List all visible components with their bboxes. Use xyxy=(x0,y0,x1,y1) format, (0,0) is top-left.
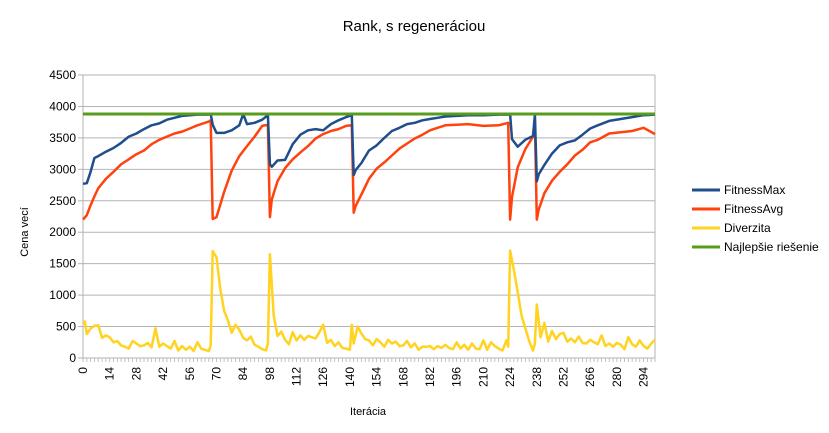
legend-label: Diverzita xyxy=(724,221,771,235)
x-tick-label: 70 xyxy=(210,367,224,381)
plot-area xyxy=(82,75,656,359)
x-tick-label: 168 xyxy=(396,367,410,387)
x-axis-ticks: 0 14 28 42 56 70 84 98 112 126 140 154 168 182 196 210 2… xyxy=(76,358,656,387)
x-tick-label: 210 xyxy=(476,367,490,387)
gridlines xyxy=(83,74,655,359)
series-diverzita-line xyxy=(82,249,656,353)
x-axis-label: Iterácia xyxy=(350,406,387,418)
x-tick-label: 84 xyxy=(236,367,250,381)
x-tick-label: 0 xyxy=(76,367,90,374)
x-tick-label: 294 xyxy=(637,367,651,387)
x-tick-label: 56 xyxy=(183,367,197,381)
x-tick-label: 280 xyxy=(610,367,624,387)
series-fitnessavg-line xyxy=(82,119,656,221)
x-tick-label: 238 xyxy=(530,367,544,387)
chart-title: Rank, s regeneráciou xyxy=(343,18,486,35)
legend: FitnessMax FitnessAvg Diverzita Najlepšie r… xyxy=(692,183,819,254)
x-tick-label: 126 xyxy=(316,367,330,387)
y-tick-label: 4000 xyxy=(49,99,76,113)
series-fitnessmax-line xyxy=(82,112,656,186)
series-layer xyxy=(82,112,656,353)
x-tick-label: 140 xyxy=(343,367,357,387)
legend-label: FitnessAvg xyxy=(724,202,783,216)
x-tick-label: 196 xyxy=(450,367,464,387)
x-tick-label: 98 xyxy=(263,367,277,381)
x-tick-label: 252 xyxy=(557,367,571,387)
x-tick-label: 182 xyxy=(423,367,437,387)
x-tick-label: 28 xyxy=(129,367,143,381)
x-tick-label: 14 xyxy=(103,367,117,381)
y-tick-label: 500 xyxy=(56,320,76,334)
legend-label: FitnessMax xyxy=(724,183,785,197)
x-tick-label: 266 xyxy=(583,367,597,387)
y-tick-label: 2500 xyxy=(49,194,76,208)
x-tick-label: 42 xyxy=(156,367,170,381)
y-tick-label: 1500 xyxy=(49,257,76,271)
y-tick-label: 0 xyxy=(69,351,76,365)
x-tick-label: 112 xyxy=(290,367,304,386)
y-tick-label: 2000 xyxy=(49,225,76,239)
y-tick-label: 3500 xyxy=(49,131,76,145)
y-tick-label: 4500 xyxy=(49,68,76,82)
x-tick-label: 154 xyxy=(370,367,384,387)
y-tick-label: 1000 xyxy=(49,288,76,302)
x-tick-label: 224 xyxy=(503,367,517,387)
legend-label: Najlepšie riešenie xyxy=(724,240,819,254)
y-tick-label: 3000 xyxy=(49,162,76,176)
y-axis-ticks: 0 500 1000 1500 2000 2500 3000 3500 4000 4500 xyxy=(49,68,83,365)
y-axis-label: Cena vecí xyxy=(19,207,31,257)
